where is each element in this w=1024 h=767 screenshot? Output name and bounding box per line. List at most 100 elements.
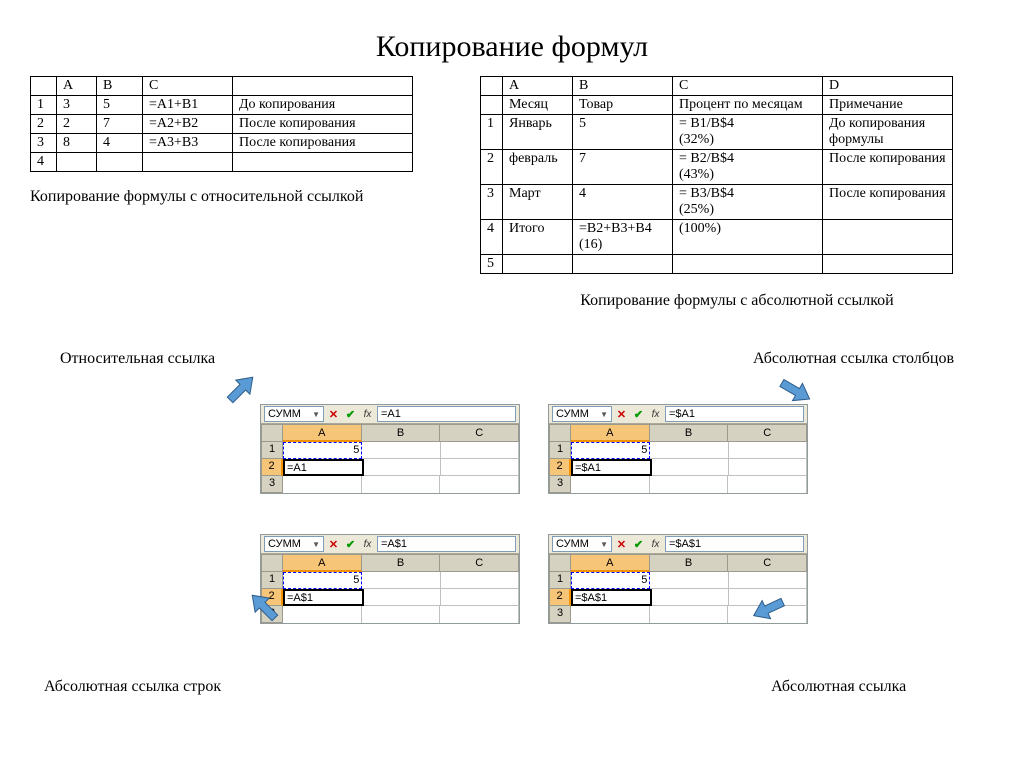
row-header[interactable]: 2 xyxy=(261,459,283,476)
cell[interactable] xyxy=(362,442,440,459)
cell[interactable] xyxy=(650,572,728,589)
corner[interactable] xyxy=(549,424,571,442)
name-box[interactable]: СУММ▼ xyxy=(552,536,612,552)
cell[interactable] xyxy=(364,589,442,606)
col-header[interactable]: C xyxy=(440,424,519,442)
name-box[interactable]: СУММ▼ xyxy=(552,406,612,422)
confirm-icon[interactable]: ✔ xyxy=(343,537,358,552)
corner[interactable] xyxy=(261,554,283,572)
corner[interactable] xyxy=(549,554,571,572)
t1r1c3: =A2+B2 xyxy=(143,115,233,134)
col-header[interactable]: B xyxy=(362,424,441,442)
col-header[interactable]: B xyxy=(362,554,441,572)
t1r0c0: 1 xyxy=(31,96,57,115)
cell[interactable] xyxy=(652,459,730,476)
col-header[interactable]: A xyxy=(283,554,362,572)
col-header[interactable]: A xyxy=(571,554,650,572)
cell[interactable] xyxy=(362,476,441,493)
t1-h2: B xyxy=(97,77,143,96)
t2r3c2: =B2+B3+B4 (16) xyxy=(573,220,673,255)
row-header[interactable]: 2 xyxy=(549,459,571,476)
cell[interactable] xyxy=(650,442,728,459)
cell-editing[interactable]: =$A1 xyxy=(571,459,652,476)
cell[interactable] xyxy=(441,459,519,476)
formula-bar[interactable]: =A$1 xyxy=(377,536,516,552)
cell[interactable] xyxy=(650,606,729,623)
cell[interactable] xyxy=(283,606,362,623)
cell[interactable] xyxy=(650,476,729,493)
cell[interactable]: 5 xyxy=(283,442,362,459)
caption-relative: Копирование формулы с относительной ссыл… xyxy=(30,188,460,206)
row-header[interactable]: 2 xyxy=(549,589,571,606)
cell[interactable] xyxy=(362,572,440,589)
t2r1c0: 2 xyxy=(481,150,503,185)
col-header[interactable]: C xyxy=(440,554,519,572)
excel-da1: СУММ▼ ✕ ✔ fx =$A1 ABC 15 2=$A1 3 xyxy=(548,404,808,494)
cancel-icon[interactable]: ✕ xyxy=(326,537,341,552)
fx-icon[interactable]: fx xyxy=(648,407,663,422)
cancel-icon[interactable]: ✕ xyxy=(614,537,629,552)
col-header[interactable]: B xyxy=(650,424,729,442)
arrows-bottom xyxy=(30,624,994,664)
row-header[interactable]: 3 xyxy=(549,606,571,623)
cell[interactable]: 5 xyxy=(571,442,650,459)
t2r2c0: 3 xyxy=(481,185,503,220)
fx-icon[interactable]: fx xyxy=(648,537,663,552)
cell[interactable] xyxy=(364,459,442,476)
cell[interactable] xyxy=(440,476,519,493)
name-box[interactable]: СУММ▼ xyxy=(264,406,324,422)
t2r1c4: После копирования xyxy=(823,150,953,185)
cancel-icon[interactable]: ✕ xyxy=(614,407,629,422)
cell[interactable] xyxy=(283,476,362,493)
cell[interactable] xyxy=(441,572,519,589)
t1r2c3: =A3+B3 xyxy=(143,134,233,153)
formula-bar[interactable]: =$A1 xyxy=(665,406,804,422)
t1r3c4 xyxy=(233,153,413,172)
table-absolute: A B C D Месяц Товар Процент по месяцам П… xyxy=(480,76,953,274)
cell[interactable] xyxy=(571,476,650,493)
formula-bar[interactable]: =A1 xyxy=(377,406,516,422)
cell[interactable]: 5 xyxy=(283,572,362,589)
fx-icon[interactable]: fx xyxy=(360,537,375,552)
cell[interactable] xyxy=(729,459,807,476)
cell-editing[interactable]: =$A$1 xyxy=(571,589,652,606)
cell[interactable] xyxy=(729,442,807,459)
col-header[interactable]: C xyxy=(728,424,807,442)
row-header[interactable]: 3 xyxy=(549,476,571,493)
col-header[interactable]: A xyxy=(571,424,650,442)
cell[interactable] xyxy=(441,589,519,606)
cell[interactable]: 5 xyxy=(571,572,650,589)
cancel-icon[interactable]: ✕ xyxy=(326,407,341,422)
t1r2c1: 8 xyxy=(57,134,97,153)
row-header[interactable]: 3 xyxy=(261,476,283,493)
t2-h4: Примечание xyxy=(823,96,953,115)
cell-editing[interactable]: =A1 xyxy=(283,459,364,476)
row-header[interactable]: 1 xyxy=(549,442,571,459)
cell[interactable] xyxy=(440,606,519,623)
cell[interactable] xyxy=(362,606,441,623)
confirm-icon[interactable]: ✔ xyxy=(631,407,646,422)
t2-h3: Процент по месяцам xyxy=(673,96,823,115)
row-header[interactable]: 1 xyxy=(549,572,571,589)
formula-bar[interactable]: =$A$1 xyxy=(665,536,804,552)
col-header[interactable]: A xyxy=(283,424,362,442)
t1-h4 xyxy=(233,77,413,96)
excel-row-1: СУММ▼ ✕ ✔ fx =A1 ABC 15 2=A1 3 СУММ▼ ✕ ✔… xyxy=(260,404,994,494)
cell-editing[interactable]: =A$1 xyxy=(283,589,364,606)
t2-h1: Месяц xyxy=(503,96,573,115)
cell[interactable] xyxy=(441,442,519,459)
cell[interactable] xyxy=(728,476,807,493)
corner[interactable] xyxy=(261,424,283,442)
row-header[interactable]: 1 xyxy=(261,442,283,459)
cell[interactable] xyxy=(652,589,730,606)
cell[interactable] xyxy=(571,606,650,623)
name-box[interactable]: СУММ▼ xyxy=(264,536,324,552)
confirm-icon[interactable]: ✔ xyxy=(631,537,646,552)
col-header[interactable]: C xyxy=(728,554,807,572)
confirm-icon[interactable]: ✔ xyxy=(343,407,358,422)
t1r3c3 xyxy=(143,153,233,172)
label-abs-row: Абсолютная ссылка строк xyxy=(44,678,221,696)
t1r1c1: 2 xyxy=(57,115,97,134)
fx-icon[interactable]: fx xyxy=(360,407,375,422)
col-header[interactable]: B xyxy=(650,554,729,572)
